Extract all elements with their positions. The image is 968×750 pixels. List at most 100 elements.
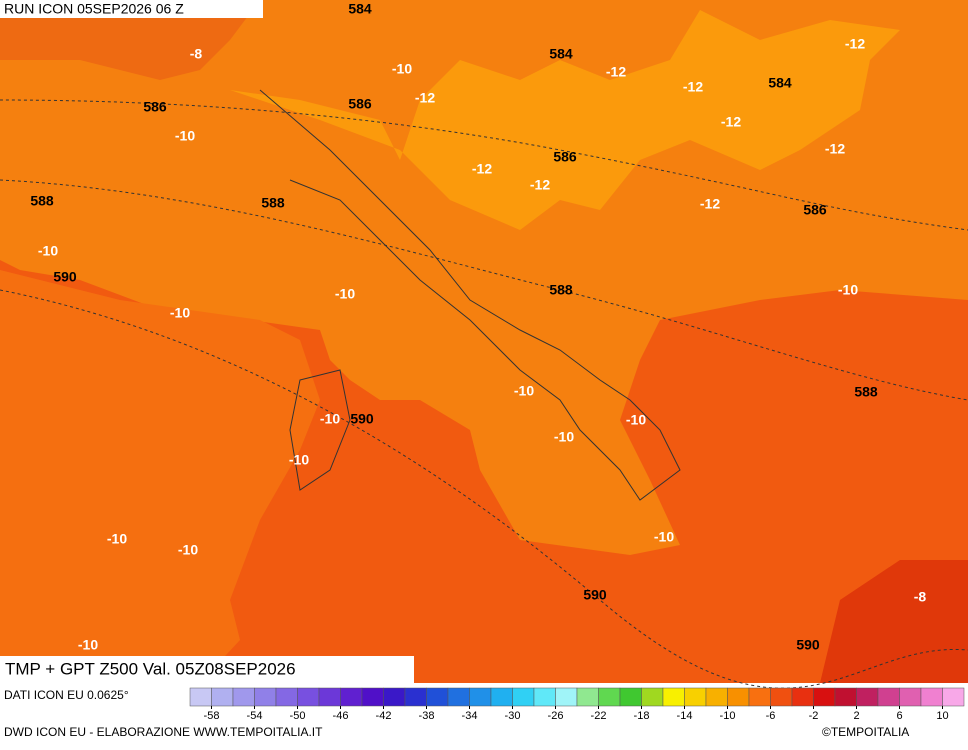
tmp-label: -10 (626, 412, 646, 428)
tmp-label: -12 (530, 177, 550, 193)
island-outline (289, 369, 351, 491)
mid-field-west (0, 270, 320, 683)
colorbar-label: -42 (376, 710, 392, 722)
color-swatch (727, 687, 750, 707)
colorbar-label: -38 (419, 710, 435, 722)
tmp-label: -8 (190, 46, 203, 62)
color-swatch (340, 687, 363, 707)
isohypse (0, 179, 968, 401)
color-swatch (297, 687, 320, 707)
gpt-label: 588 (261, 195, 285, 211)
colorbar-label: -22 (591, 710, 607, 722)
color-swatch (189, 687, 212, 707)
color-swatch (211, 687, 234, 707)
tmp-label: -12 (700, 196, 720, 212)
color-swatch (361, 687, 384, 707)
colorbar-label: -6 (766, 710, 776, 722)
gpt-label: 590 (796, 637, 820, 653)
hot-field (820, 560, 968, 683)
credit: DWD ICON EU - ELABORAZIONE WWW.TEMPOITAL… (4, 725, 323, 739)
tmp-label: -12 (683, 79, 703, 95)
color-swatch (404, 687, 427, 707)
color-swatch (834, 687, 857, 707)
tmp-label: -10 (170, 305, 190, 321)
tmp-label: -10 (320, 411, 340, 427)
isohypse (0, 99, 968, 231)
colorbar-label: -26 (548, 710, 564, 722)
map (0, 0, 968, 689)
light-field (230, 10, 900, 230)
color-swatch (856, 687, 879, 707)
gpt-label: 586 (348, 96, 372, 112)
tmp-label: -8 (914, 589, 927, 605)
tmp-label: -10 (175, 128, 195, 144)
tmp-label: -12 (721, 114, 741, 130)
color-swatch (490, 687, 513, 707)
tmp-label: -10 (335, 286, 355, 302)
gpt-label: 588 (549, 282, 573, 298)
tmp-label: -10 (554, 429, 574, 445)
coastline (259, 89, 681, 501)
colorbar-label: -18 (634, 710, 650, 722)
colorbar-label: -14 (677, 710, 693, 722)
color-swatch (877, 687, 900, 707)
colorbar-label: -58 (204, 710, 220, 722)
color-swatch (598, 687, 621, 707)
gpt-label: 584 (768, 75, 792, 91)
colorbar-label: -54 (247, 710, 263, 722)
color-swatch (576, 687, 599, 707)
colorbar-label: 2 (853, 710, 859, 722)
color-swatch (318, 687, 341, 707)
tmp-label: -10 (838, 282, 858, 298)
gpt-label: 586 (143, 99, 167, 115)
color-swatch (383, 687, 406, 707)
colorbar-label: -50 (290, 710, 306, 722)
tmp-label: -10 (107, 531, 127, 547)
tmp-label: -12 (606, 64, 626, 80)
tmp-label: -10 (178, 542, 198, 558)
tmp-label: -10 (514, 383, 534, 399)
gpt-label: 586 (803, 202, 827, 218)
gpt-label: 584 (348, 1, 372, 17)
map-title: TMP + GPT Z500 Val. 05Z08SEP2026 (5, 659, 296, 678)
color-swatch (662, 687, 685, 707)
gpt-label: 590 (350, 411, 374, 427)
colorbar-label: 10 (936, 710, 948, 722)
color-swatch (920, 687, 943, 707)
tmp-label: -10 (654, 529, 674, 545)
run-title: RUN ICON 05SEP2026 06 Z (4, 1, 184, 17)
tmp-label: -12 (415, 90, 435, 106)
tmp-label: -10 (78, 637, 98, 653)
title-box (0, 656, 414, 683)
color-swatch (426, 687, 449, 707)
gpt-label: 586 (553, 149, 577, 165)
color-swatch (813, 687, 836, 707)
tmp-label: -12 (472, 161, 492, 177)
color-swatch (770, 687, 793, 707)
header-box (0, 0, 263, 18)
colorbar-label: 6 (896, 710, 902, 722)
gpt-label: 584 (549, 46, 573, 62)
tmp-label: -10 (289, 452, 309, 468)
tmp-label: -12 (825, 141, 845, 157)
contour-labels: 584 584 584 586 586 586 586 588 588 588 588 590 590 5… (30, 1, 926, 653)
color-swatch (684, 687, 707, 707)
gpt-label: 588 (30, 193, 54, 209)
color-swatch (705, 687, 728, 707)
color-swatch (232, 687, 255, 707)
color-swatch (641, 687, 664, 707)
color-swatch (447, 687, 470, 707)
color-swatch (275, 687, 298, 707)
colorbar: -58 -54 -50 -46 -42 -38 -34 -30 -26 -22 -18 -14 -10-… (189, 687, 965, 722)
colorbar-label: -30 (505, 710, 521, 722)
color-swatch (512, 687, 535, 707)
tmp-label: -10 (38, 243, 58, 259)
color-swatch (533, 687, 556, 707)
colorbar-label: -10 (720, 710, 736, 722)
color-swatch (254, 687, 277, 707)
darker-field (0, 0, 260, 80)
source-label: DATI ICON EU 0.0625° (4, 688, 129, 702)
gpt-label: 588 (854, 384, 878, 400)
color-swatch (748, 687, 771, 707)
